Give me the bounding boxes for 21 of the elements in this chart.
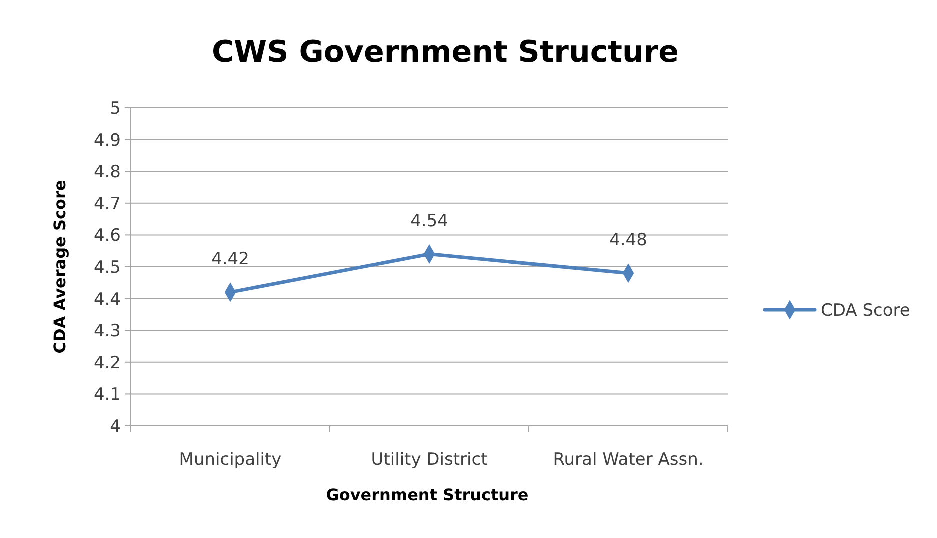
- data-label: 4.48: [610, 230, 648, 250]
- y-tick-label: 4.8: [94, 162, 121, 183]
- y-tick-label: 4.9: [94, 130, 121, 151]
- chart-title: CWS Government Structure: [212, 35, 679, 70]
- x-tick-label: Municipality: [179, 450, 282, 470]
- y-tick-label: 4.3: [94, 322, 121, 342]
- y-tick-label: 4.1: [94, 385, 121, 406]
- legend-label: CDA Score: [821, 300, 910, 321]
- y-tick-label: 4.4: [94, 290, 121, 310]
- data-label: 4.54: [410, 211, 448, 232]
- y-tick-label: 4.7: [94, 194, 121, 214]
- y-tick-label: 4.2: [94, 353, 121, 374]
- x-axis-title: Government Structure: [326, 486, 529, 505]
- x-tick-label: Rural Water Assn.: [553, 450, 704, 470]
- y-tick-label: 5: [110, 98, 121, 119]
- data-label: 4.42: [212, 249, 250, 270]
- x-tick-label: Utility District: [371, 450, 488, 470]
- y-axis-title: CDA Average Score: [50, 180, 70, 354]
- y-tick-label: 4: [110, 416, 121, 437]
- y-tick-label: 4.6: [94, 226, 121, 246]
- y-tick-label: 4.5: [94, 258, 121, 278]
